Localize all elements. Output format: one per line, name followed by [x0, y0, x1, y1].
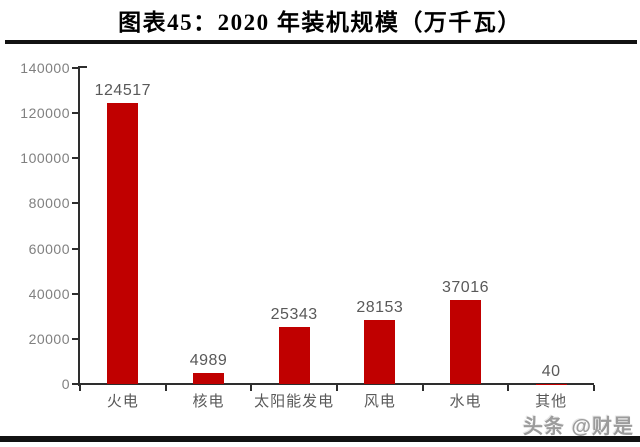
value-label: 37016	[442, 279, 489, 297]
y-axis-tick	[72, 383, 78, 385]
y-axis-tick-label: 120000	[20, 105, 70, 122]
value-label: 124517	[94, 81, 152, 99]
top-rule-divider	[5, 40, 637, 44]
value-label: 4989	[189, 351, 228, 369]
y-axis-tick-label: 40000	[28, 285, 70, 302]
y-axis-tick-label: 80000	[28, 195, 70, 212]
y-axis-tick-label: 0	[61, 376, 70, 392]
category-label-核电: 核电	[192, 393, 225, 410]
value-label: 28153	[356, 299, 404, 317]
y-axis-tick-label: 20000	[28, 330, 70, 347]
x-axis-tick	[336, 385, 338, 391]
value-label: 40	[541, 362, 561, 380]
y-axis-tick	[72, 247, 78, 250]
y-axis-line	[78, 66, 80, 386]
y-axis-tick	[72, 337, 78, 340]
x-axis-tick	[593, 385, 595, 391]
bottom-rule-divider	[0, 436, 640, 442]
category-label-风电: 风电	[363, 393, 396, 410]
bar-火电	[107, 102, 139, 384]
x-axis-tick	[250, 385, 253, 391]
y-axis-tick-label: 100000	[20, 150, 70, 167]
value-label: 25343	[270, 305, 318, 323]
y-axis-tick	[72, 67, 78, 69]
x-axis-tick	[421, 385, 424, 391]
chart-title: 图表45：2020 年装机规模（万千瓦）	[118, 10, 522, 35]
y-axis-tick	[72, 202, 78, 205]
y-axis-tick-label: 60000	[28, 240, 70, 257]
watermark-toutiao: 头条 @财是	[522, 416, 634, 438]
bar-水电	[450, 300, 481, 384]
bar-风电	[364, 320, 396, 384]
category-label-火电: 火电	[106, 393, 139, 410]
y-axis-tick	[72, 292, 78, 295]
bar-核电	[193, 372, 224, 384]
category-label-水电: 水电	[449, 393, 482, 410]
y-axis-tick	[72, 112, 78, 115]
bar-太阳能发电	[278, 326, 310, 384]
y-axis-top-cap	[80, 66, 87, 68]
category-label-其他: 其他	[535, 393, 568, 410]
x-axis-tick	[164, 385, 167, 391]
x-axis-tick	[507, 385, 510, 391]
y-axis-tick-label: 140000	[20, 60, 70, 76]
x-axis-tick	[79, 385, 81, 391]
category-label-太阳能发电: 太阳能发电	[254, 393, 335, 410]
x-axis-line	[78, 383, 594, 385]
y-axis-tick	[72, 157, 78, 160]
